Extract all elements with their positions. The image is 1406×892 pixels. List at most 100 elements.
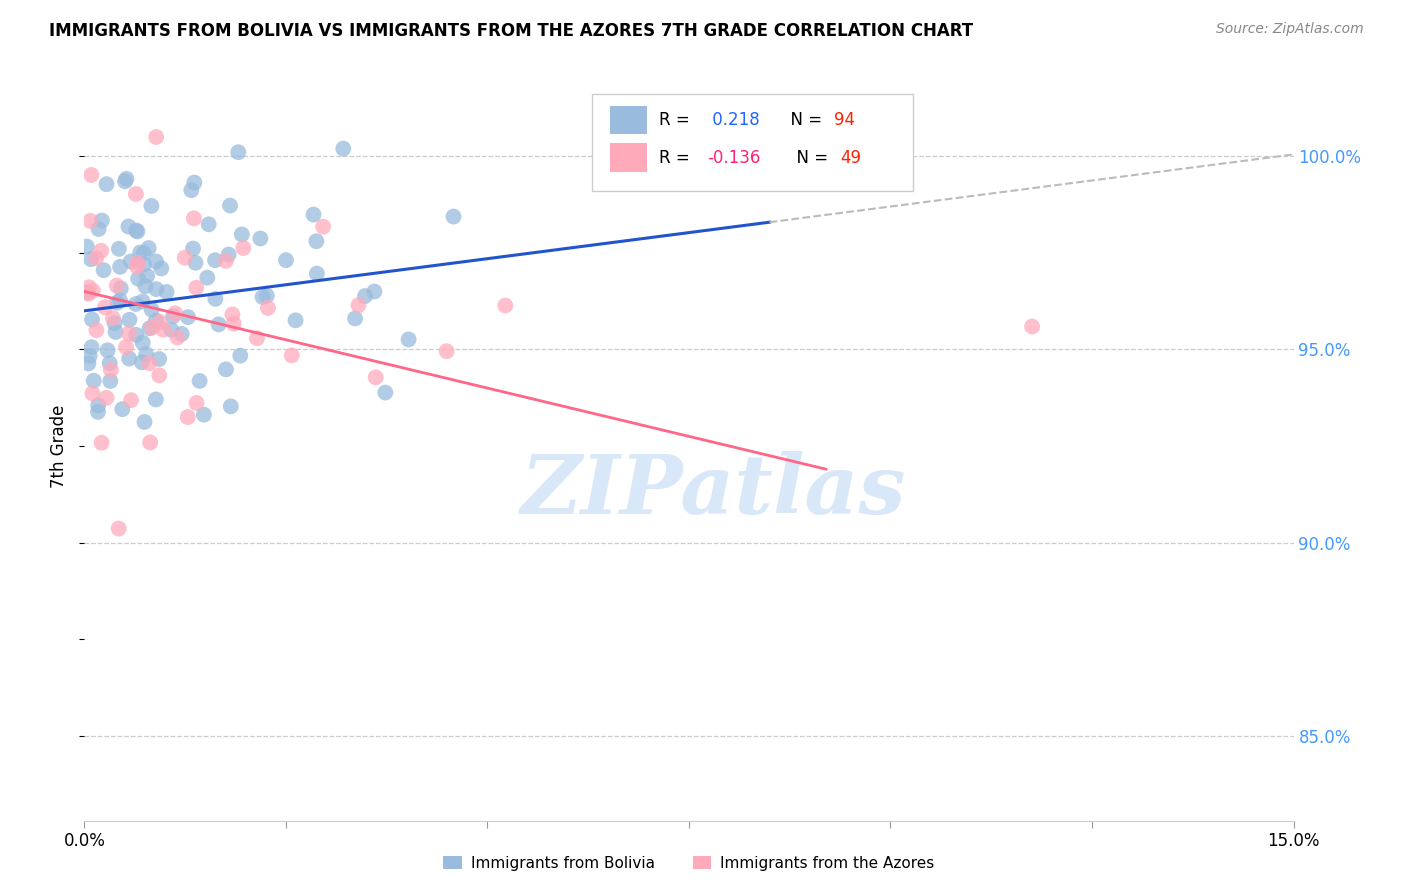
- Point: [152, 323, 174, 337]
- Point: [149, 315, 172, 329]
- Point: [79, 349, 101, 363]
- Point: [129, 245, 152, 260]
- Point: [90, 213, 112, 227]
- Point: [221, 308, 243, 322]
- Point: [80, 312, 103, 326]
- Point: [173, 251, 195, 265]
- Point: [105, 295, 128, 310]
- Point: [229, 349, 252, 363]
- Point: [231, 227, 253, 242]
- Point: [118, 326, 141, 341]
- Point: [145, 130, 167, 145]
- Point: [105, 278, 128, 293]
- Point: [145, 254, 167, 268]
- Point: [207, 318, 229, 332]
- Point: [284, 313, 307, 327]
- Point: [107, 522, 129, 536]
- Point: [125, 260, 148, 274]
- Point: [155, 285, 177, 299]
- Point: [249, 231, 271, 245]
- Point: [80, 168, 103, 182]
- Point: [138, 321, 160, 335]
- Point: [125, 297, 148, 311]
- Point: [97, 343, 120, 358]
- Point: [232, 241, 254, 255]
- Point: [136, 268, 159, 283]
- Point: [145, 282, 167, 296]
- Point: [132, 246, 155, 260]
- Point: [104, 325, 127, 339]
- Point: [117, 219, 139, 234]
- Point: [443, 210, 465, 224]
- Point: [354, 289, 377, 303]
- Point: [274, 253, 297, 268]
- Point: [204, 292, 226, 306]
- Point: [111, 402, 134, 417]
- Text: Source: ZipAtlas.com: Source: ZipAtlas.com: [1216, 22, 1364, 37]
- Point: [82, 284, 104, 298]
- Point: [141, 302, 163, 317]
- Point: [90, 435, 112, 450]
- Point: [332, 142, 354, 156]
- Text: R =: R =: [659, 149, 695, 167]
- Point: [138, 356, 160, 370]
- Text: ZIPatlas: ZIPatlas: [520, 451, 905, 531]
- Point: [145, 392, 167, 407]
- Point: [222, 317, 245, 331]
- Point: [80, 252, 103, 267]
- Point: [1021, 319, 1043, 334]
- Point: [184, 256, 207, 270]
- Point: [125, 186, 148, 201]
- Point: [218, 247, 240, 261]
- Point: [165, 306, 187, 320]
- Point: [302, 208, 325, 222]
- Point: [80, 340, 103, 354]
- Point: [98, 374, 121, 388]
- Point: [183, 176, 205, 190]
- Point: [195, 270, 218, 285]
- Point: [110, 281, 132, 295]
- Point: [197, 217, 219, 231]
- Point: [139, 435, 162, 450]
- Point: [108, 242, 131, 256]
- Point: [364, 370, 387, 384]
- Point: [131, 335, 153, 350]
- Point: [101, 311, 124, 326]
- Point: [96, 178, 118, 192]
- Point: [246, 331, 269, 345]
- Point: [108, 293, 131, 308]
- Point: [166, 330, 188, 344]
- Bar: [610, 106, 647, 135]
- Point: [180, 183, 202, 197]
- Point: [347, 298, 370, 312]
- Point: [104, 316, 127, 330]
- Point: [131, 355, 153, 369]
- Point: [125, 223, 148, 237]
- FancyBboxPatch shape: [592, 94, 912, 191]
- Point: [83, 374, 105, 388]
- Point: [215, 253, 238, 268]
- Point: [148, 368, 170, 383]
- Point: [344, 311, 367, 326]
- Legend: Immigrants from Bolivia, Immigrants from the Azores: Immigrants from Bolivia, Immigrants from…: [437, 849, 941, 877]
- Point: [374, 385, 396, 400]
- Point: [115, 340, 138, 354]
- Point: [93, 263, 115, 277]
- Text: R =: R =: [659, 112, 695, 129]
- Text: 49: 49: [841, 149, 860, 167]
- Point: [186, 280, 208, 294]
- Text: 0.218: 0.218: [707, 112, 759, 129]
- Point: [145, 313, 167, 327]
- Point: [177, 310, 200, 324]
- Point: [193, 408, 215, 422]
- Point: [77, 286, 100, 301]
- Point: [186, 396, 208, 410]
- Point: [219, 400, 242, 414]
- Point: [82, 386, 104, 401]
- Point: [252, 290, 274, 304]
- Point: [77, 280, 100, 294]
- Point: [204, 253, 226, 268]
- Point: [150, 261, 173, 276]
- Point: [141, 320, 163, 334]
- Point: [127, 256, 149, 270]
